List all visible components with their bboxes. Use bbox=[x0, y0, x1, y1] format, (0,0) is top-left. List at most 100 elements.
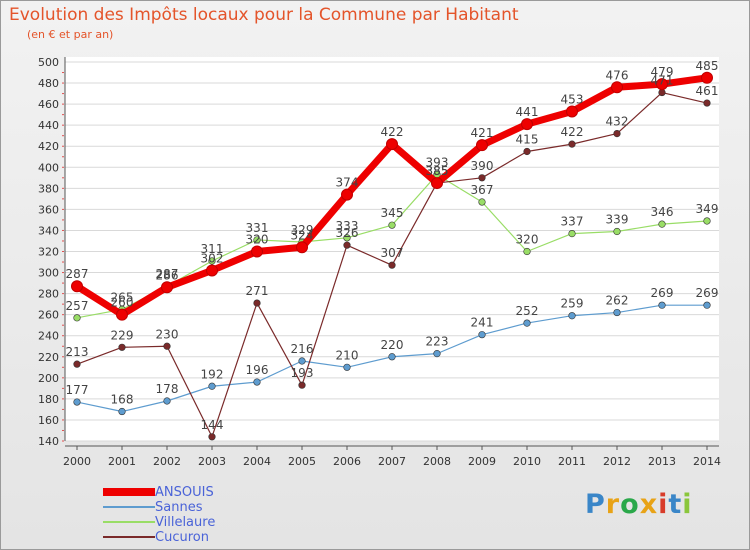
data-point bbox=[568, 140, 576, 148]
data-label: 210 bbox=[336, 348, 359, 362]
data-point bbox=[116, 308, 128, 321]
data-point bbox=[253, 236, 261, 244]
data-label: 241 bbox=[471, 316, 494, 330]
data-label: 415 bbox=[516, 132, 539, 146]
data-label: 302 bbox=[201, 251, 224, 265]
x-tick-label: 2005 bbox=[288, 455, 316, 468]
logo-letter: r bbox=[605, 489, 621, 520]
data-label: 257 bbox=[66, 299, 89, 313]
data-point bbox=[521, 118, 533, 131]
y-tick-label: 320 bbox=[38, 246, 59, 259]
logo-letter: P bbox=[585, 489, 606, 520]
data-label: 422 bbox=[561, 125, 584, 139]
logo-letter: i bbox=[658, 489, 669, 520]
y-tick-label: 340 bbox=[38, 224, 59, 237]
data-point bbox=[343, 363, 351, 371]
data-label: 252 bbox=[516, 304, 539, 318]
data-label: 271 bbox=[246, 284, 269, 298]
data-point bbox=[298, 381, 306, 389]
data-label: 331 bbox=[246, 221, 269, 235]
data-point bbox=[388, 261, 396, 269]
data-label: 320 bbox=[246, 233, 269, 247]
data-point bbox=[388, 221, 396, 229]
legend-swatch-sannes bbox=[103, 506, 155, 508]
data-point bbox=[163, 397, 171, 405]
data-point bbox=[433, 350, 441, 358]
y-tick-label: 420 bbox=[38, 140, 59, 153]
legend-item-ansouis: ANSOUIS bbox=[103, 485, 303, 500]
data-point bbox=[118, 343, 126, 351]
data-point bbox=[701, 71, 713, 84]
data-label: 213 bbox=[66, 345, 89, 359]
y-tick-label: 440 bbox=[38, 119, 59, 132]
x-tick-label: 2011 bbox=[558, 455, 586, 468]
data-point bbox=[656, 78, 668, 91]
data-label: 339 bbox=[606, 212, 629, 226]
data-label: 144 bbox=[201, 418, 224, 432]
y-tick-label: 500 bbox=[38, 56, 59, 69]
data-label: 441 bbox=[516, 105, 539, 119]
data-label: 432 bbox=[606, 115, 629, 129]
legend-label-cucuron: Cucuron bbox=[155, 530, 209, 545]
data-label: 326 bbox=[336, 226, 359, 240]
data-label: 333 bbox=[336, 219, 359, 233]
data-label: 307 bbox=[381, 246, 404, 260]
data-point bbox=[478, 331, 486, 339]
data-point bbox=[658, 220, 666, 228]
data-label: 346 bbox=[651, 205, 674, 219]
x-tick-label: 2000 bbox=[63, 455, 91, 468]
x-tick-label: 2006 bbox=[333, 455, 361, 468]
data-label: 485 bbox=[696, 59, 719, 73]
data-point bbox=[566, 105, 578, 118]
data-point bbox=[523, 319, 531, 327]
data-label: 192 bbox=[201, 367, 224, 381]
data-label: 220 bbox=[381, 338, 404, 352]
data-label: 471 bbox=[651, 74, 674, 88]
y-tick-label: 160 bbox=[38, 414, 59, 427]
x-tick-label: 2003 bbox=[198, 455, 226, 468]
data-point bbox=[478, 198, 486, 206]
data-label: 385 bbox=[426, 164, 449, 178]
data-label: 259 bbox=[561, 297, 584, 311]
data-label: 393 bbox=[426, 156, 449, 170]
proxiti-logo: Proxiti bbox=[585, 489, 693, 520]
data-label: 374 bbox=[336, 176, 359, 190]
data-point bbox=[298, 357, 306, 365]
plot-area bbox=[65, 57, 719, 441]
y-tick-label: 280 bbox=[38, 288, 59, 301]
y-tick-label: 140 bbox=[38, 435, 59, 448]
x-tick-label: 2004 bbox=[243, 455, 271, 468]
data-label: 337 bbox=[561, 215, 584, 229]
data-label: 461 bbox=[696, 84, 719, 98]
data-point bbox=[658, 301, 666, 309]
x-tick-label: 2001 bbox=[108, 455, 136, 468]
x-tick-label: 2009 bbox=[468, 455, 496, 468]
y-tick-label: 400 bbox=[38, 161, 59, 174]
data-point bbox=[478, 174, 486, 182]
x-tick-label: 2012 bbox=[603, 455, 631, 468]
logo-letter: o bbox=[620, 489, 640, 520]
data-label: 421 bbox=[471, 126, 494, 140]
y-tick-label: 240 bbox=[38, 330, 59, 343]
legend-swatch-villelaure bbox=[103, 521, 155, 523]
data-label: 324 bbox=[291, 228, 314, 242]
data-point bbox=[341, 188, 353, 201]
data-label: 265 bbox=[111, 290, 134, 304]
data-label: 390 bbox=[471, 159, 494, 173]
data-point bbox=[703, 99, 711, 107]
data-label: 168 bbox=[111, 393, 134, 407]
logo-letter: i bbox=[682, 489, 693, 520]
legend-label-sannes: Sannes bbox=[155, 500, 203, 515]
data-label: 177 bbox=[66, 383, 89, 397]
data-point bbox=[73, 398, 81, 406]
data-point bbox=[476, 139, 488, 152]
data-label: 345 bbox=[381, 206, 404, 220]
data-point bbox=[388, 353, 396, 361]
data-label: 193 bbox=[291, 366, 314, 380]
data-label: 367 bbox=[471, 183, 494, 197]
y-tick-label: 380 bbox=[38, 182, 59, 195]
y-tick-label: 480 bbox=[38, 77, 59, 90]
legend-item-cucuron: Cucuron bbox=[103, 530, 303, 545]
